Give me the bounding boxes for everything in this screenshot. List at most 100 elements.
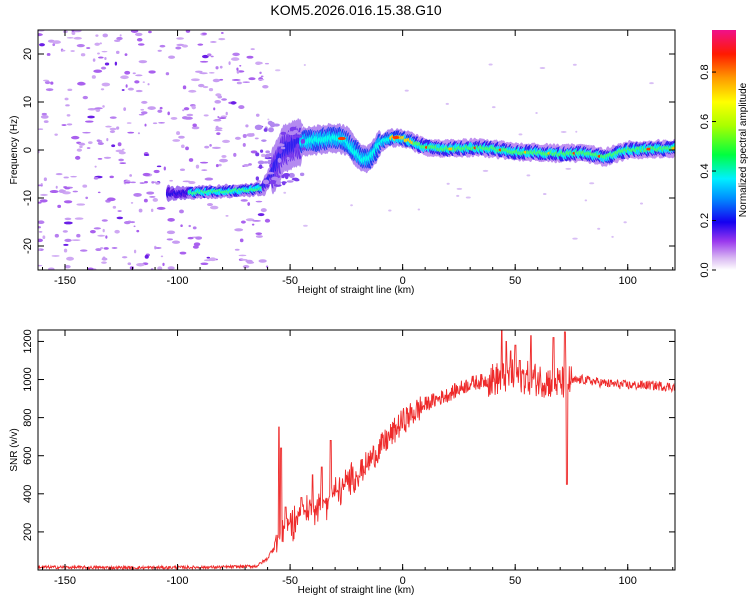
noise-blob xyxy=(191,105,196,110)
halo-blob xyxy=(263,179,270,185)
noise-blob xyxy=(130,30,139,33)
noise-blob xyxy=(55,185,58,189)
noise-blob xyxy=(97,56,104,59)
noise-blob xyxy=(213,107,216,111)
noise-blob xyxy=(76,233,81,238)
noise-blob xyxy=(52,40,61,44)
noise-blob xyxy=(535,111,538,114)
noise-blob xyxy=(134,80,140,84)
halo-blob xyxy=(267,159,272,165)
noise-blob xyxy=(199,60,209,63)
snr-x-ticks: -150 -100 -50 0 50 100 xyxy=(42,330,674,587)
noise-blob xyxy=(539,66,546,69)
noise-blob xyxy=(215,163,219,168)
noise-blob xyxy=(245,259,253,263)
noise-blob xyxy=(214,129,223,132)
noise-blob xyxy=(179,168,186,172)
noise-blob xyxy=(176,131,181,135)
noise-blob xyxy=(62,230,68,233)
noise-blob xyxy=(85,120,94,123)
noise-blob xyxy=(257,61,263,65)
noise-blob xyxy=(72,190,78,193)
noise-blob xyxy=(213,119,222,122)
noise-blob xyxy=(104,62,110,66)
noise-blob xyxy=(76,44,85,48)
noise-blob xyxy=(52,43,56,47)
noise-blob xyxy=(188,158,194,162)
noise-blob xyxy=(38,238,43,243)
noise-blob xyxy=(183,107,190,111)
noise-blob xyxy=(104,57,107,61)
noise-blob xyxy=(92,58,96,62)
noise-blob xyxy=(58,189,65,193)
noise-blob xyxy=(242,142,246,147)
x-tick-label: 100 xyxy=(619,575,637,587)
noise-blob xyxy=(611,235,614,238)
noise-blob xyxy=(572,237,578,240)
spectrogram-marks xyxy=(38,30,675,270)
noise-blob xyxy=(39,199,48,203)
x-tick-label: 50 xyxy=(509,575,521,587)
noise-blob xyxy=(239,238,244,243)
y-tick-label: 1200 xyxy=(22,329,34,353)
noise-blob xyxy=(100,247,104,249)
halo-blob xyxy=(273,183,282,187)
noise-blob xyxy=(165,72,170,76)
noise-blob xyxy=(76,203,86,206)
noise-blob xyxy=(218,37,226,41)
noise-blob xyxy=(166,230,176,235)
noise-blob xyxy=(89,230,96,234)
noise-blob xyxy=(225,215,229,217)
noise-blob xyxy=(39,43,45,47)
noise-blob xyxy=(97,191,101,194)
noise-blob xyxy=(118,158,124,162)
x-tick-label: -100 xyxy=(167,275,189,287)
noise-blob xyxy=(133,249,137,254)
halo-blob xyxy=(263,128,268,132)
noise-blob xyxy=(255,235,263,238)
halo-blob xyxy=(300,138,306,144)
noise-blob xyxy=(179,209,184,214)
noise-blob xyxy=(261,153,266,158)
noise-blob xyxy=(242,265,250,269)
noise-blob xyxy=(143,153,150,156)
noise-blob xyxy=(54,133,58,136)
noise-blob xyxy=(101,257,108,261)
noise-blob xyxy=(156,165,162,168)
noise-blob xyxy=(188,224,191,228)
x-tick-label: 0 xyxy=(400,275,406,287)
noise-blob xyxy=(193,242,201,247)
noise-blob xyxy=(138,113,145,116)
noise-blob xyxy=(95,108,101,113)
noise-blob xyxy=(109,175,114,179)
noise-blob xyxy=(197,43,204,46)
noise-blob xyxy=(167,111,170,116)
noise-blob xyxy=(167,218,175,222)
noise-blob xyxy=(82,131,91,134)
noise-blob xyxy=(114,229,120,234)
noise-blob xyxy=(242,134,247,138)
noise-blob xyxy=(584,199,588,202)
noise-blob xyxy=(67,88,73,92)
noise-blob xyxy=(185,146,189,151)
noise-blob xyxy=(88,141,93,145)
halo-blob xyxy=(268,127,274,133)
noise-blob xyxy=(245,218,255,222)
noise-blob xyxy=(228,61,231,66)
snr-marks xyxy=(38,330,675,570)
halo-blob xyxy=(257,160,265,165)
y-tick-label: 1000 xyxy=(22,367,34,391)
noise-blob xyxy=(94,165,97,168)
halo-blob xyxy=(295,135,302,138)
noise-blob xyxy=(51,255,60,257)
noise-blob xyxy=(38,220,45,224)
noise-blob xyxy=(112,205,117,209)
y-tick-label: 400 xyxy=(22,485,34,503)
noise-blob xyxy=(208,88,214,92)
noise-blob xyxy=(147,83,150,86)
noise-blob xyxy=(303,64,306,67)
noise-blob xyxy=(518,133,523,136)
noise-blob xyxy=(167,266,175,270)
noise-blob xyxy=(144,123,147,127)
